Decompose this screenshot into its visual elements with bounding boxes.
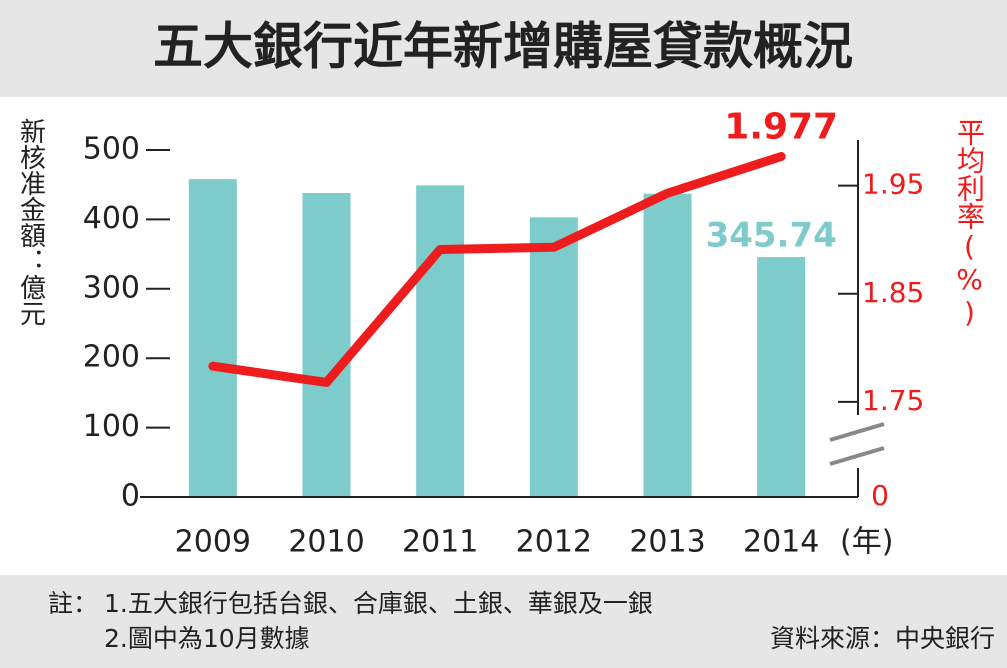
footer-band — [0, 575, 1007, 668]
y-tick-label: 200 — [83, 340, 140, 375]
chart-title: 五大銀行近年新增購屋貸款概況 — [153, 18, 853, 76]
bar — [302, 193, 351, 497]
y2-axis-label: 平均利率(%) — [953, 118, 986, 329]
y2-tick-label: 1.85 — [862, 276, 924, 309]
axis-break — [829, 446, 885, 466]
y-axis-label: 新核准金額：億元 — [16, 118, 46, 326]
y2-tick-label: 1.95 — [862, 168, 924, 201]
notes-prefix: 註： — [48, 589, 98, 618]
y2-tick-label: 0 — [871, 479, 889, 512]
bar — [757, 257, 806, 497]
y-tick-label: 300 — [83, 270, 140, 305]
note: 1.五大銀行包括台銀、合庫銀、土銀、華銀及一銀 — [104, 589, 653, 618]
y-tick-label: 100 — [83, 409, 140, 444]
bar — [416, 185, 465, 498]
data-label: 345.74 — [706, 216, 837, 256]
title-band — [0, 0, 1007, 97]
note: 2.圖中為10月數據 — [104, 624, 310, 653]
bar — [643, 193, 692, 498]
data-label: 1.977 — [724, 106, 838, 147]
y2-tick-label: 1.75 — [862, 384, 924, 417]
x-tick-label: 2010 — [288, 525, 364, 560]
y-tick-label: 500 — [83, 132, 140, 167]
x-tick-label: 2014 — [743, 525, 819, 560]
x-tick-label: 2013 — [629, 525, 705, 560]
bar — [529, 217, 578, 497]
x-tick-label: 2011 — [402, 525, 478, 560]
source: 資料來源：中央銀行 — [770, 624, 995, 653]
x-axis-label: (年) — [840, 525, 893, 560]
x-tick-label: 2009 — [175, 525, 251, 560]
bar — [188, 179, 237, 497]
axis-break — [829, 422, 885, 442]
x-tick-label: 2012 — [516, 525, 592, 560]
y-tick-label: 400 — [83, 201, 140, 236]
y-tick-label: 0 — [121, 479, 140, 514]
plot-band — [0, 97, 1007, 575]
line — [208, 151, 786, 387]
plot: 0 100 200 300 400 500 2009 2010 2011 2012 2013 2014… — [83, 106, 925, 559]
